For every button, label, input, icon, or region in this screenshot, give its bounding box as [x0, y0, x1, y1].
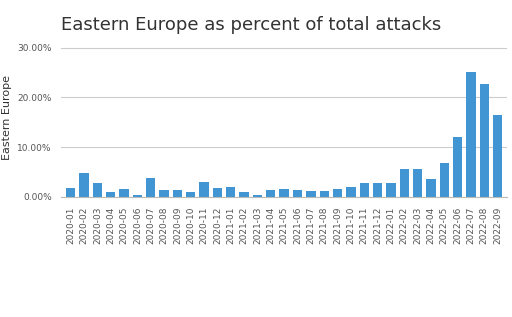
Bar: [439, 163, 449, 197]
Bar: [79, 173, 89, 197]
Bar: [226, 187, 236, 197]
Bar: [119, 189, 129, 197]
Bar: [373, 183, 382, 197]
Text: Eastern Europe as percent of total attacks: Eastern Europe as percent of total attac…: [61, 16, 442, 34]
Bar: [346, 187, 355, 197]
Bar: [319, 191, 329, 197]
Bar: [200, 182, 209, 197]
Bar: [280, 189, 289, 197]
Bar: [173, 190, 182, 197]
Bar: [386, 183, 395, 197]
Bar: [66, 188, 75, 197]
Bar: [213, 188, 222, 197]
Bar: [453, 137, 462, 197]
Bar: [493, 115, 502, 197]
Bar: [133, 195, 142, 197]
Y-axis label: Eastern Europe: Eastern Europe: [2, 75, 12, 160]
Bar: [106, 192, 115, 197]
Bar: [159, 190, 169, 197]
Bar: [480, 84, 489, 197]
Bar: [266, 190, 275, 197]
Bar: [306, 191, 315, 197]
Bar: [240, 191, 249, 197]
Bar: [146, 178, 156, 197]
Bar: [399, 169, 409, 197]
Bar: [359, 183, 369, 197]
Bar: [93, 183, 102, 197]
Bar: [426, 179, 436, 197]
Bar: [186, 192, 196, 197]
Bar: [293, 190, 302, 197]
Bar: [333, 189, 342, 197]
Bar: [413, 169, 422, 197]
Bar: [466, 72, 476, 197]
Bar: [253, 195, 262, 197]
